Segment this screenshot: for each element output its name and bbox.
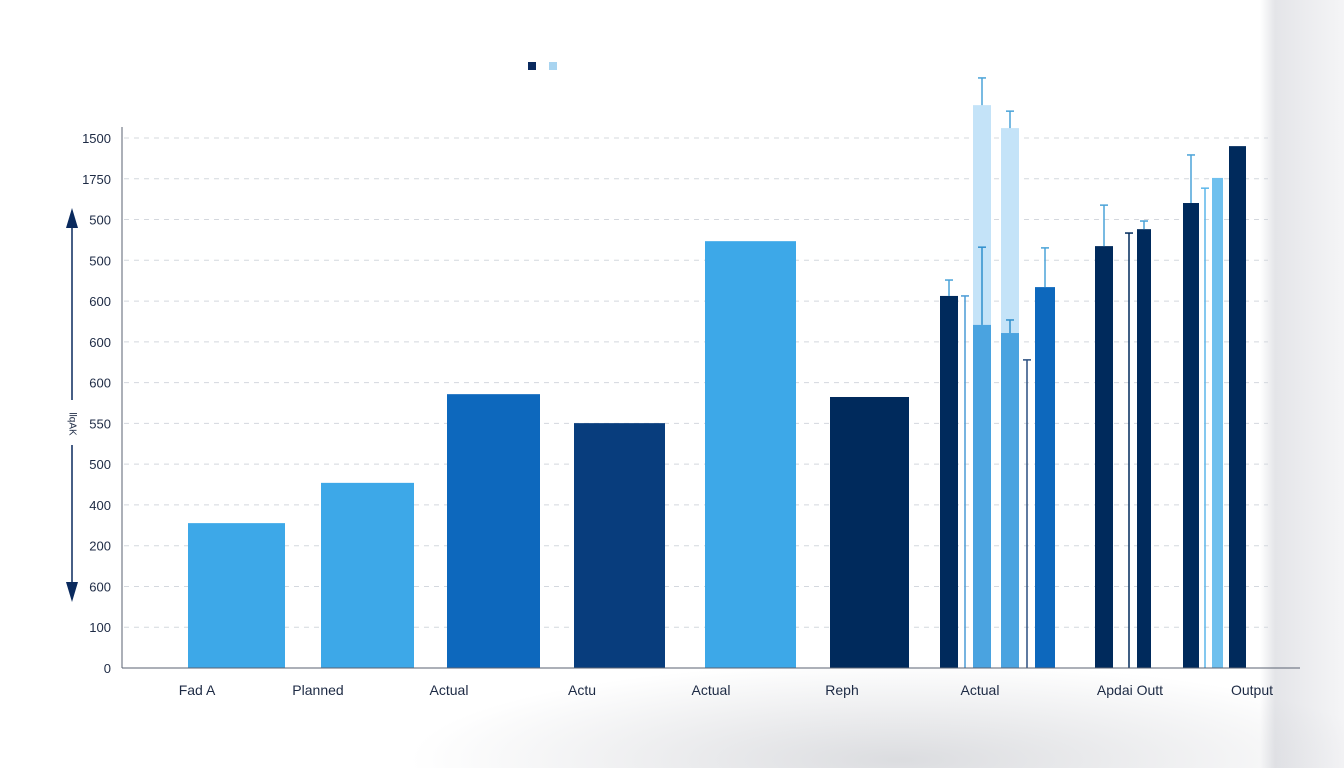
bar xyxy=(321,482,414,668)
bar xyxy=(940,295,958,668)
y-tick-label: 500 xyxy=(89,213,111,228)
y-tick-label: 100 xyxy=(89,620,111,635)
y-tick-label: 600 xyxy=(89,579,111,594)
bar-overlay xyxy=(1001,333,1019,668)
x-tick-label: Actu xyxy=(568,682,596,698)
bar xyxy=(1035,287,1055,668)
x-tick-label: Reph xyxy=(825,682,858,698)
bar xyxy=(1183,203,1199,668)
gridlines xyxy=(124,137,1268,628)
x-tick-label: Actual xyxy=(692,682,731,698)
arrow-down-icon xyxy=(66,582,78,602)
y-tick-label: 550 xyxy=(89,416,111,431)
y-tick-label: 600 xyxy=(89,294,111,309)
y-tick-label: 500 xyxy=(89,457,111,472)
x-tick-label: Actual xyxy=(430,682,469,698)
legend xyxy=(528,62,557,70)
bar xyxy=(574,423,665,668)
x-tick-label: Output xyxy=(1231,682,1273,698)
bar xyxy=(705,241,796,668)
x-tick-label: Actual xyxy=(961,682,1000,698)
bar xyxy=(1229,146,1246,669)
y-axis-label: llqAK xyxy=(66,412,77,436)
y-tick-label: 1500 xyxy=(82,131,111,146)
y-tick-label: 600 xyxy=(89,376,111,391)
legend-swatch xyxy=(528,62,536,70)
bar xyxy=(830,396,909,668)
arrow-up-icon xyxy=(66,208,78,228)
y-tick-label: 500 xyxy=(89,253,111,268)
x-tick-label: Apdai Outt xyxy=(1097,682,1163,698)
bars xyxy=(188,77,1246,669)
y-tick-label: 200 xyxy=(89,539,111,554)
x-tick-label: Fad A xyxy=(179,682,216,698)
bar xyxy=(447,394,540,668)
y-tick-label: 400 xyxy=(89,498,111,513)
y-tick-label: 0 xyxy=(104,661,111,676)
bar xyxy=(1212,177,1223,668)
y-tick-label: 600 xyxy=(89,335,111,350)
x-tick-label: Planned xyxy=(292,682,343,698)
y-tick-label: 1750 xyxy=(82,172,111,187)
legend-swatch xyxy=(549,62,557,70)
bar-overlay xyxy=(973,324,991,668)
bar xyxy=(188,523,285,668)
bar xyxy=(1095,246,1113,668)
bar xyxy=(1137,229,1151,668)
y-tick-labels: 0 100 600 200 400 500 550 600 600 600 500 500 1750 15… xyxy=(82,131,111,676)
y-axis-arrow xyxy=(66,208,78,602)
x-tick-labels: Fad A Planned Actual Actu Actual Reph Actual Ap… xyxy=(179,682,1273,698)
